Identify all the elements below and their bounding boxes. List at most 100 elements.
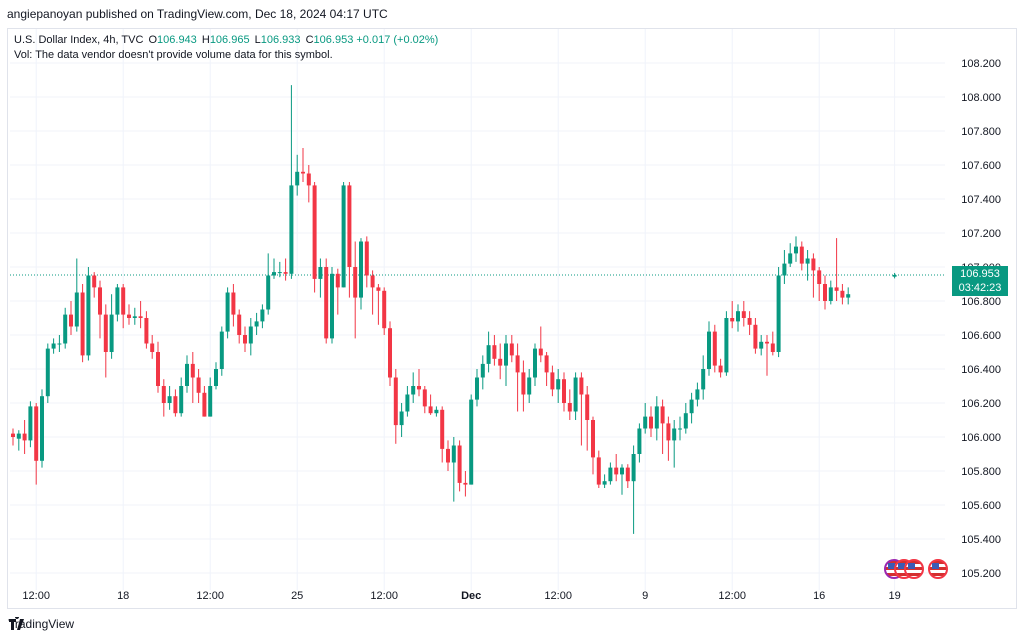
- change-value: +0.017 (+0.02%): [356, 34, 439, 46]
- candle-body: [475, 377, 479, 400]
- close-label: C: [305, 34, 314, 46]
- publisher-line: angiepanoyan published on TradingView.co…: [7, 7, 388, 21]
- economic-events-2[interactable]: [928, 559, 948, 579]
- candle-body: [272, 272, 276, 276]
- candle-body: [753, 324, 758, 349]
- candle-body: [765, 341, 769, 344]
- chart-pane[interactable]: [7, 28, 1017, 609]
- time-tick-label: 12:00: [544, 590, 572, 602]
- time-tick-label: 18: [117, 590, 129, 602]
- candle-body: [40, 396, 44, 461]
- candle-body: [434, 409, 439, 414]
- price-tick-label: 107.200: [961, 228, 1001, 240]
- candle-body: [231, 292, 236, 315]
- candle-body: [341, 185, 346, 288]
- price-tick-label: 107.800: [961, 126, 1001, 138]
- time-axis[interactable]: 12:00 18 12:00 25 12:00 Dec 12:00 9 12:00 16 19: [22, 590, 900, 602]
- candle-body: [417, 386, 421, 390]
- candle-body: [115, 287, 120, 315]
- candle-body: [701, 369, 706, 390]
- candle-body: [51, 343, 56, 349]
- candle-body: [301, 171, 305, 174]
- candle-body: [666, 423, 671, 441]
- candle-body: [138, 316, 143, 318]
- candle-body: [562, 379, 566, 403]
- candles-group: [11, 85, 897, 534]
- symbol-title: U.S. Dollar Index, 4h, TVC: [14, 34, 144, 46]
- candle-body: [463, 482, 468, 485]
- candle-body: [480, 363, 485, 378]
- candle-body: [359, 241, 363, 298]
- candle-body: [312, 185, 317, 279]
- price-tick-label: 107.600: [961, 160, 1001, 172]
- candle-body: [202, 392, 207, 417]
- candle-body: [596, 457, 601, 485]
- candle-body: [405, 394, 410, 412]
- candle-body: [347, 185, 352, 267]
- price-tick-label: 108.200: [961, 58, 1001, 70]
- candle-body: [167, 396, 172, 403]
- economic-events[interactable]: [884, 559, 924, 579]
- candle-body: [28, 406, 33, 441]
- candle-body: [811, 258, 816, 271]
- candle-body: [794, 246, 798, 254]
- us-flag-event-icon[interactable]: [904, 559, 924, 579]
- price-tick-label: 106.600: [961, 330, 1001, 342]
- candle-body: [446, 448, 450, 463]
- candle-body: [422, 389, 427, 407]
- candle-body: [376, 287, 381, 291]
- candle-body: [776, 275, 781, 352]
- candle-body: [828, 287, 833, 301]
- candle-body: [840, 290, 845, 298]
- candle-body: [57, 343, 62, 345]
- price-axis[interactable]: 105.200 105.400 105.600 105.800 106.000 106.2…: [961, 58, 1001, 580]
- candle-body: [208, 386, 213, 417]
- candle-body: [399, 411, 404, 426]
- candle-body: [161, 386, 166, 403]
- candle-body: [179, 386, 184, 414]
- time-tick-label: 12:00: [22, 590, 50, 602]
- candle-body: [393, 377, 398, 426]
- candle-body: [707, 331, 711, 369]
- candle-body: [672, 428, 677, 441]
- candle-body: [625, 467, 630, 482]
- candle-body: [504, 343, 508, 366]
- candle-body: [214, 369, 218, 386]
- candle-body: [330, 273, 334, 339]
- time-tick-label: Dec: [461, 590, 481, 602]
- tradingview-logo-icon: [9, 617, 24, 630]
- candle-body: [16, 433, 21, 439]
- candle-body: [121, 287, 126, 315]
- candle-body: [411, 386, 416, 395]
- candle-body: [846, 294, 851, 298]
- candle-body: [45, 348, 50, 397]
- last-price-label[interactable]: 106.953 03:42:23: [952, 266, 1008, 296]
- candle-body: [730, 318, 735, 322]
- candle-body: [127, 314, 131, 318]
- candle-body: [185, 363, 189, 386]
- price-tick-label: 105.400: [961, 534, 1001, 546]
- candle-body: [579, 377, 584, 395]
- us-flag-event-icon[interactable]: [928, 559, 948, 579]
- candle-body: [260, 309, 265, 322]
- price-tick-label: 105.200: [961, 568, 1001, 580]
- candle-body: [318, 267, 323, 279]
- candle-body: [649, 416, 653, 429]
- candle-body: [660, 406, 665, 424]
- time-tick-label: 25: [291, 590, 303, 602]
- low-label: L: [254, 34, 261, 46]
- candle-body: [324, 267, 329, 339]
- candle-body: [22, 433, 27, 441]
- candle-body: [237, 314, 242, 335]
- candle-body: [283, 272, 288, 274]
- candle-body: [190, 363, 195, 378]
- candle-body: [219, 331, 224, 369]
- candle-body: [353, 267, 358, 298]
- low-value: 106.933: [260, 34, 301, 46]
- candle-body: [799, 246, 804, 264]
- candle-body: [306, 173, 311, 186]
- candle-body: [637, 428, 642, 454]
- candle-body: [144, 318, 149, 344]
- price-tick-label: 106.400: [961, 364, 1001, 376]
